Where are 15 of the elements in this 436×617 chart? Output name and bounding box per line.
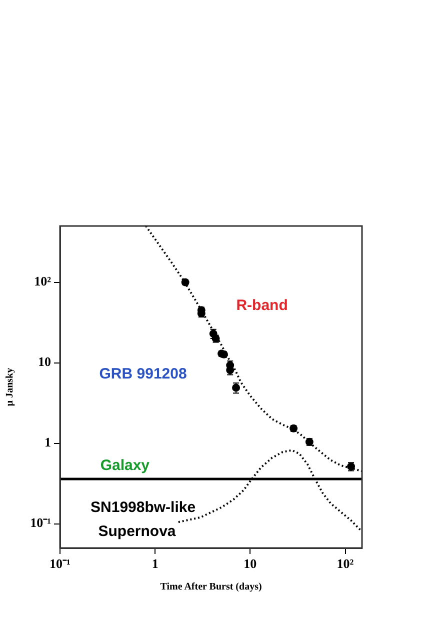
x-tick-label: 10²	[336, 556, 354, 572]
x-tick-label: 1	[152, 556, 158, 572]
annotation: R-band	[236, 296, 288, 314]
annotation: SN1998bw-like	[90, 499, 196, 516]
y-tick-label: 10²	[34, 274, 52, 289]
series-label: Galaxy	[100, 457, 150, 474]
y-tick-label: 10⁻¹	[30, 515, 52, 530]
annotation: GRB 991208	[99, 365, 187, 382]
y-tick-label: 1	[44, 434, 51, 450]
x-axis-title: Time After Burst (days)	[160, 582, 262, 593]
y-axis-title: μ Jansky	[4, 368, 16, 406]
x-tick-label: 10⁻¹	[50, 556, 71, 572]
x-tick-label: 10	[244, 556, 257, 572]
y-tick-label: 10	[38, 354, 51, 370]
annotation: Supernova	[98, 523, 176, 540]
